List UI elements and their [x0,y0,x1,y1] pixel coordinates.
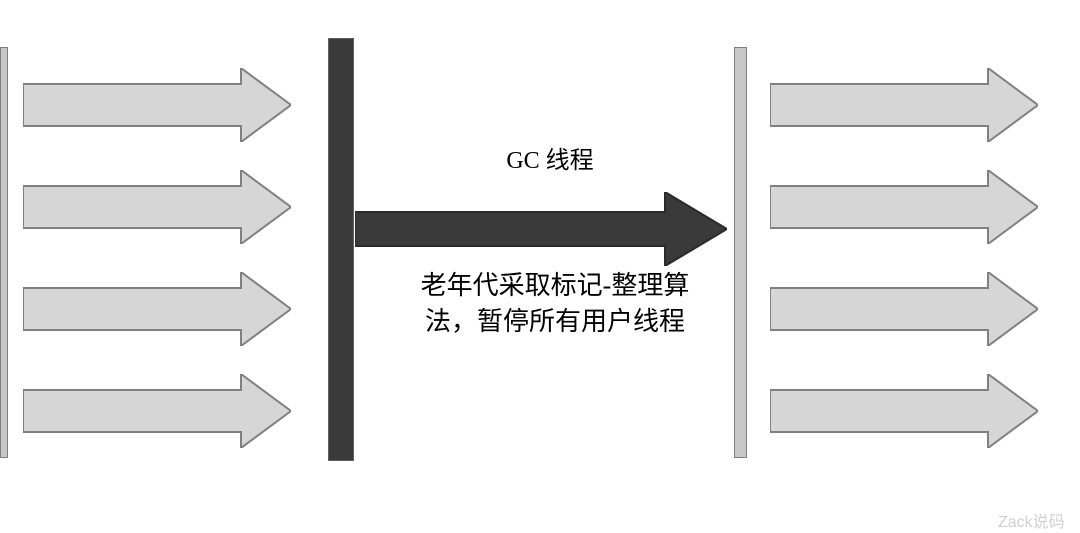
gc-pause-bar [328,38,354,461]
user-thread-before-arrow [23,170,291,249]
user-thread-after-arrow [770,68,1038,147]
gc-thread-arrow [355,192,727,271]
user-thread-before-arrow [23,272,291,351]
gc-description-label: 老年代采取标记-整理算法，暂停所有用户线程 [400,268,710,340]
user-thread-before-arrow [23,68,291,147]
watermark-text: Zack说码 [998,508,1065,532]
user-thread-after-arrow [770,374,1038,453]
resume-bar [734,47,747,458]
user-thread-after-arrow [770,272,1038,351]
user-thread-after-arrow [770,170,1038,249]
user-thread-before-arrow [23,374,291,453]
diagram-canvas: GC 线程 老年代采取标记-整理算法，暂停所有用户线程 Zack说码 [0,0,1080,533]
gc-title-label: GC 线程 [440,140,660,175]
left-edge-bar [0,47,8,458]
